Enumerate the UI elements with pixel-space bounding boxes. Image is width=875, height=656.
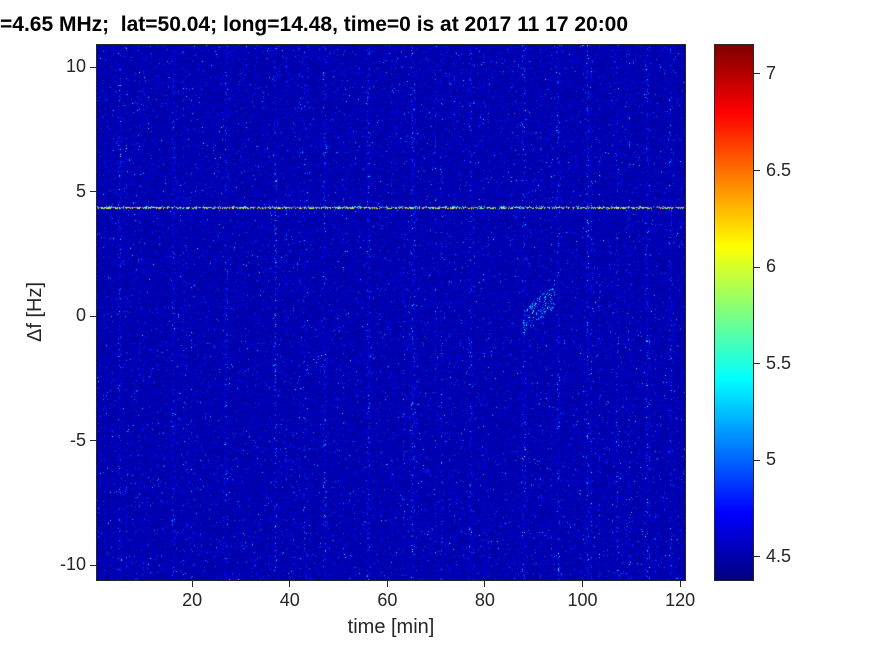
x-tick-label: 80 [474, 590, 495, 610]
x-tick-mark [679, 581, 681, 587]
y-tick-label: 5 [75, 180, 86, 201]
x-tick-label: 120 [665, 590, 696, 610]
colorbar-tick-label: 5.5 [766, 352, 792, 373]
x-tick-label: 40 [279, 590, 300, 610]
colorbar-tick-label: 6 [766, 256, 777, 277]
y-tick-label: 10 [65, 56, 86, 77]
y-tick-mark [90, 315, 96, 317]
colorbar-tick-mark [754, 73, 760, 75]
colorbar-tick-mark [754, 170, 760, 172]
figure-title: =4.65 MHz; lat=50.04; long=14.48, time=0… [0, 13, 629, 36]
colorbar-tick-mark [754, 459, 760, 461]
x-tick-mark [484, 581, 486, 587]
colorbar-tick-label: 4.5 [766, 545, 792, 566]
y-tick-mark [90, 191, 96, 193]
colorbar [714, 44, 754, 581]
x-tick-mark [191, 581, 193, 587]
colorbar-tick-mark [754, 266, 760, 268]
x-tick-mark [582, 581, 584, 587]
x-tick-label: 60 [377, 590, 398, 610]
y-tick-mark [90, 440, 96, 442]
plot-area [96, 44, 686, 581]
x-tick-mark [386, 581, 388, 587]
colorbar-tick-mark [754, 363, 760, 365]
y-tick-label: -10 [59, 554, 86, 575]
x-tick-label: 100 [567, 590, 598, 610]
y-tick-label: 0 [75, 305, 86, 326]
colorbar-canvas [715, 45, 753, 580]
heatmap-canvas [97, 45, 685, 580]
y-tick-label: -5 [69, 429, 86, 450]
colorbar-tick-label: 5 [766, 449, 777, 470]
colorbar-tick-label: 7 [766, 62, 777, 83]
x-tick-mark [289, 581, 291, 587]
y-tick-mark [90, 564, 96, 566]
x-tick-label: 20 [182, 590, 203, 610]
x-axis-label: time [min] [347, 616, 435, 638]
colorbar-tick-label: 6.5 [766, 159, 792, 180]
y-tick-mark [90, 66, 96, 68]
colorbar-tick-mark [754, 556, 760, 558]
